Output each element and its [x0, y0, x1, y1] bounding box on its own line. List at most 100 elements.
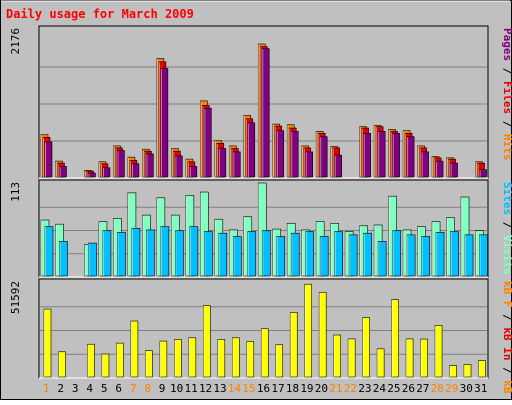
- sites-bar-body: [334, 231, 343, 277]
- pages-bar: [175, 155, 183, 178]
- pages-bar-body: [435, 160, 444, 178]
- kb-out-bar-body: [318, 291, 327, 378]
- sites-bar-body: [160, 226, 170, 277]
- x-tick-label: 1: [43, 382, 50, 395]
- kb-out-bar-body: [289, 312, 298, 378]
- pages-bar: [450, 162, 458, 178]
- x-tick-label: 5: [101, 382, 108, 395]
- pages-bar-body: [261, 48, 270, 178]
- kb-out-bar-body: [58, 351, 66, 378]
- kb-out-bar: [101, 353, 110, 378]
- pages-bar: [88, 172, 96, 178]
- x-tick-label: 28: [431, 382, 444, 395]
- hits-files-pages-ymax-label: 2176: [9, 28, 22, 55]
- kb-out-bar-body: [87, 343, 95, 378]
- kb-out-bar: [318, 291, 327, 378]
- sites-bar-body: [450, 231, 459, 277]
- sites-bar: [146, 229, 155, 277]
- pages-bar-body: [450, 162, 458, 178]
- pages-bar: [334, 154, 342, 178]
- sites-bar: [348, 234, 358, 277]
- sites-bar-body: [276, 236, 286, 277]
- kb-out-bar: [130, 320, 139, 378]
- pages-bar: [377, 131, 386, 178]
- sites-bar-body: [348, 234, 358, 277]
- kb-out-bar: [246, 341, 255, 378]
- kb-out-bar-body: [43, 308, 52, 378]
- kb-out-bar-body: [116, 342, 124, 378]
- sites-bar-body: [232, 236, 242, 277]
- visits-sites-legend-separator: /: [501, 215, 512, 235]
- kb-out-bar: [87, 343, 95, 378]
- kb-out-bar: [304, 283, 313, 378]
- pages-bar-body: [406, 136, 415, 178]
- pages-bar: [117, 150, 125, 178]
- kb-out-bar-body: [174, 339, 182, 378]
- hits-files-pages-legend-files: Files: [501, 81, 512, 114]
- sites-bar-body: [305, 231, 315, 277]
- x-tick-label: 22: [344, 382, 357, 395]
- sites-bar: [305, 231, 315, 277]
- pages-bar-body: [175, 155, 183, 178]
- sites-bar: [175, 230, 184, 277]
- sites-bar: [44, 226, 54, 277]
- x-tick-label: 26: [402, 382, 415, 395]
- sites-bar-body: [421, 236, 430, 277]
- visits-sites-legend-visits: Visits: [501, 235, 512, 275]
- sites-bar-body: [247, 231, 257, 277]
- kb-out-bar-body: [101, 353, 110, 378]
- kb-out-bar: [434, 325, 443, 378]
- pages-bar: [305, 151, 314, 178]
- kb-out-bar: [333, 334, 341, 378]
- hits-files-pages-legend-separator: /: [501, 114, 512, 134]
- kb-out-bar-body: [304, 283, 313, 378]
- kbytes-legend: kB F / kB In / kB Out: [501, 281, 512, 400]
- kb-out-bar-body: [478, 360, 486, 378]
- sites-bar: [319, 236, 329, 277]
- pages-bar-body: [290, 131, 299, 178]
- kb-out-bar-body: [217, 339, 226, 378]
- x-tick-label: 12: [199, 382, 212, 395]
- pages-bar: [218, 148, 227, 178]
- x-tick-label: 11: [184, 382, 197, 395]
- pages-bar-body: [59, 166, 67, 178]
- x-axis-day-labels: 1 2 3 4 5 6 7 8 9 10 11 12 13 14 15 16 17 18 19 20 21 22 23 24 2…: [43, 382, 487, 395]
- pages-bar-body: [232, 151, 241, 178]
- kbytes-legend-kb-out: kB Out: [501, 380, 512, 400]
- kb-out-bar-body: [203, 305, 211, 378]
- kbytes-legend-kb-in: kB In: [501, 327, 512, 360]
- kb-out-bar-body: [188, 337, 197, 378]
- pages-bar-body: [160, 68, 169, 178]
- kb-out-bar-body: [420, 338, 428, 378]
- pages-bar-body: [421, 151, 429, 178]
- kb-out-bar: [116, 342, 124, 378]
- x-tick-label: 3: [72, 382, 79, 395]
- sites-bar: [290, 232, 300, 277]
- pages-bar-body: [44, 141, 53, 178]
- sites-bar-body: [189, 226, 199, 277]
- kb-out-bar: [231, 337, 240, 378]
- kb-out-bar-body: [405, 338, 414, 378]
- sites-bar-body: [261, 230, 271, 277]
- pages-bar-body: [363, 133, 371, 178]
- pages-bar-body: [146, 153, 154, 178]
- sites-bar-body: [319, 236, 329, 277]
- sites-bar-body: [131, 227, 141, 277]
- pages-bar-body: [102, 167, 111, 178]
- x-tick-label: 10: [170, 382, 183, 395]
- pages-bar: [392, 133, 400, 178]
- pages-bar-body: [204, 107, 212, 178]
- x-tick-label: 23: [358, 382, 371, 395]
- kb-out-bar-body: [246, 341, 255, 378]
- visits-sites-legend-sites: Sites: [501, 182, 512, 215]
- pages-bar: [146, 153, 154, 178]
- kb-out-bar-body: [159, 340, 168, 378]
- x-tick-label: 27: [416, 382, 429, 395]
- sites-bar: [276, 236, 286, 277]
- pages-bar: [319, 136, 328, 178]
- visits-sites-legend: Sites / Visits: [501, 182, 512, 275]
- sites-bar: [392, 230, 401, 277]
- sites-bar: [261, 230, 271, 277]
